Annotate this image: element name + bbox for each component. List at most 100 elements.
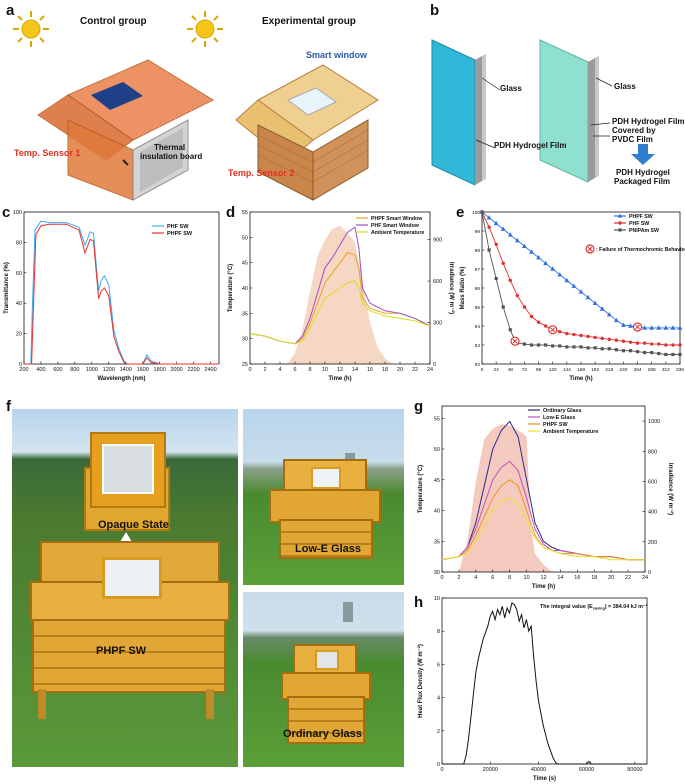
y2-axis-title: Irradiance (W m⁻²) [667,463,674,515]
data-point [621,339,626,343]
x-tick-label: 0 [440,767,443,773]
data-point [600,347,604,351]
y-tick-label: 4 [437,696,440,702]
panel-c-letter: c [2,204,11,221]
panel-b-illustration [431,39,655,186]
legend-label: Ambient Temperature [543,429,598,435]
x-tick-label: 24 [493,367,499,373]
x-tick-label: 20 [608,575,614,581]
legend-label: PHF SW [629,221,649,227]
data-point [650,342,654,346]
y-tick-label: 100 [472,210,480,216]
legend-label: PHPF SW [629,214,653,220]
series-line-ambient-temperature [441,497,645,561]
data-point [558,330,562,334]
x-tick-label: 60000 [579,767,594,773]
data-point [642,325,648,330]
data-point [614,348,618,352]
y-tick-label: 40 [434,509,440,515]
x-tick-label: 1000 [86,367,98,373]
data-point [650,351,654,355]
x-tick-label: 10 [322,367,328,373]
x-tick-label: 8 [308,367,311,373]
data-point [487,225,491,229]
x-axis-title: Wavelength (nm) [97,376,145,382]
x-tick-label: 12 [337,367,343,373]
x-tick-label: 40000 [531,767,546,773]
y2-tick-label: 0 [433,362,436,368]
series-line-data [442,602,647,765]
data-point [543,260,549,266]
y-tick-label: 35 [434,539,440,545]
low-e-caption: Low-E Glass [295,543,362,555]
thermal-board-label-1: Thermal [154,143,186,152]
data-point [677,325,683,330]
panel-a-letter: a [6,2,15,19]
x-tick-label: 168 [577,367,585,373]
x-tick-label: 264 [634,367,642,373]
y-axis-title: Transmittance (%) [4,262,10,314]
data-point [613,317,619,323]
control-house-illustration [37,59,215,201]
failure-note: : Failure of Thermochromic Behavior [596,247,685,253]
data-point [494,242,498,246]
y-tick-label: 45 [434,478,440,484]
data-point [628,349,633,353]
y-tick-label: 30 [434,570,440,576]
packaged-film-label-1: PDH Hydrogel [616,168,670,177]
x-tick-label: 18 [591,575,597,581]
data-point [664,352,668,357]
x-tick-label: 24 [427,367,433,373]
y-tick-label: 45 [242,261,248,267]
data-point [670,325,676,330]
data-point [522,243,527,248]
y2-tick-label: 200 [648,540,657,546]
data-point [501,261,505,265]
x-tick-label: 2200 [187,367,199,373]
x-tick-label: 336 [676,367,684,373]
data-point [657,342,661,346]
data-point [536,343,541,347]
y-tick-label: 96 [475,286,481,292]
data-point [657,351,661,356]
chart-c: 200 400 600 800 1000 1200 1400 1600 1800 2000 2200… [4,210,220,382]
data-point [593,346,597,350]
data-point [586,334,590,339]
irradiance-area [287,225,393,364]
y-tick-label: 93 [475,343,481,349]
y-tick-label: 80 [16,240,22,246]
x-tick-label: 2 [457,575,460,581]
data-point [607,347,611,351]
y-tick-label: 0 [19,362,22,368]
panel-g-letter: g [414,398,424,415]
x-tick-label: 0 [481,367,484,373]
x-tick-label: 216 [605,367,613,373]
data-point [621,349,626,353]
y-axis-title: Temperature (°C) [418,465,424,513]
covered-film-label-1: PDH Hydrogel Film [612,117,685,126]
y2-tick-label: 1000 [648,419,660,425]
data-point [579,345,583,349]
x-axis-title: Time (h) [569,376,592,382]
data-point [551,344,555,348]
x-tick-label: 72 [522,367,528,373]
x-tick-label: 10 [524,575,530,581]
x-axis-title: Time (h) [532,584,555,590]
legend-label: PHPF SW [167,231,193,237]
sun-icon [13,11,49,47]
x-tick-label: 600 [53,367,62,373]
glass-label-2: Glass [614,82,636,91]
photo-ordinary-glass: Ordinary Glass [243,592,404,767]
data-point [565,331,569,336]
x-tick-label: 22 [412,367,418,373]
chart-h: 0 20000 40000 60000 80000 0 2 4 6 8 10 Time (s) Heat… [417,596,648,782]
y-tick-label: 2 [437,729,440,735]
smart-window-label: Smart window [306,50,368,60]
panel-h-letter: h [414,594,424,611]
y2-tick-label: 400 [648,510,657,516]
data-point [678,343,682,347]
x-tick-label: 6 [293,367,296,373]
y-tick-label: 6 [437,662,440,668]
y-tick-label: 100 [13,210,22,216]
x-tick-label: 400 [36,367,45,373]
